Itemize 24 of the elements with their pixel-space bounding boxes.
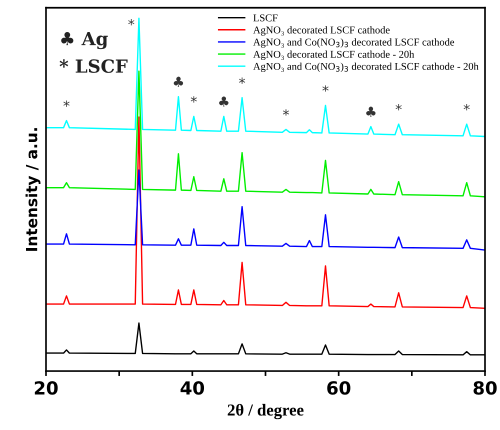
y-axis-title: Intensity / a.u.	[26, 128, 40, 251]
annotation: ♣ Ag	[61, 32, 108, 50]
x-tick-label: 20	[34, 381, 58, 395]
annotation: *	[63, 100, 70, 107]
legend-label: AgNO₃ and Co(NO$_{3}$)$_{3}$ decorated LSCF cathode	[253, 38, 454, 48]
x-tick-label: 40	[180, 381, 204, 395]
annotation: *	[322, 85, 329, 92]
annotation: * LSCF	[60, 59, 128, 73]
legend-label: AgNO₃ decorated LSCF cathode - 20h	[253, 50, 414, 60]
legend-label: AgNO₃ and Co(NO$_{3}$)$_{3}$ decorated LSCF cathode - 20h	[253, 62, 479, 72]
annotation: *	[239, 78, 246, 84]
annotation: *	[282, 109, 290, 116]
x-tick-label: 60	[327, 381, 350, 395]
annotation: *	[396, 104, 402, 110]
annotation: ♣	[366, 106, 376, 117]
x-tick-label: 80	[474, 381, 497, 395]
annotation: ♣	[219, 96, 228, 107]
annotation: *	[464, 104, 470, 110]
legend-label: LSCF	[253, 14, 278, 22]
annotation: ♣	[174, 76, 184, 87]
annotation: *	[190, 96, 197, 103]
legend-label: AgNO₃ decorated LSCF cathode	[253, 26, 390, 36]
annotation: *	[128, 19, 134, 26]
x-axis-title: 2θ / degree	[228, 404, 304, 420]
